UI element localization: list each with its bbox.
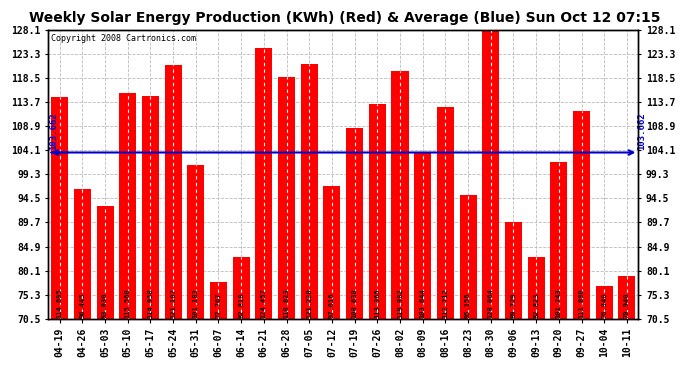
Text: 103.662: 103.662 [50,112,59,150]
Bar [505,222,522,319]
Text: 114.695: 114.695 [57,288,63,318]
Text: 77.767: 77.767 [215,292,221,318]
Text: 113.365: 113.365 [374,288,380,318]
Text: 89.729: 89.729 [511,292,516,318]
Text: 82.823: 82.823 [533,292,539,318]
Text: 115.568: 115.568 [125,288,130,318]
Bar [551,162,567,319]
Bar [324,186,340,319]
Text: 111.890: 111.890 [578,288,584,318]
Text: 95.156: 95.156 [465,292,471,318]
Text: 96.445: 96.445 [79,292,86,318]
Text: 93.030: 93.030 [102,292,108,318]
Bar [278,76,295,319]
Text: 103.644: 103.644 [420,288,426,318]
Bar [97,206,114,319]
Text: 78.940: 78.940 [624,292,630,318]
Bar [119,93,136,319]
Bar [618,276,635,319]
Bar [437,107,454,319]
Bar [74,189,91,319]
Bar [528,257,544,319]
Bar [187,165,204,319]
Text: 119.982: 119.982 [397,288,403,318]
Bar [391,71,408,319]
Text: 108.638: 108.638 [352,288,357,318]
Bar [346,128,363,319]
Bar [482,30,500,319]
Text: 121.107: 121.107 [170,288,176,318]
Text: Copyright 2008 Cartronics.com: Copyright 2008 Cartronics.com [51,34,196,44]
Bar [142,96,159,319]
Bar [414,153,431,319]
Bar [573,111,590,319]
Bar [595,286,613,319]
Bar [368,104,386,319]
Bar [210,282,227,319]
Text: 112.712: 112.712 [442,288,448,318]
Bar [233,257,250,319]
Bar [301,64,318,319]
Text: 76.940: 76.940 [601,292,607,318]
Text: 103.662: 103.662 [637,112,646,150]
Text: 101.183: 101.183 [193,288,199,318]
Text: 82.818: 82.818 [238,292,244,318]
Text: 121.220: 121.220 [306,288,313,318]
Text: 118.823: 118.823 [284,288,290,318]
Bar [460,195,477,319]
Bar [165,65,181,319]
Text: 128.064: 128.064 [488,288,494,318]
Text: 97.016: 97.016 [329,292,335,318]
Text: Weekly Solar Energy Production (KWh) (Red) & Average (Blue) Sun Oct 12 07:15: Weekly Solar Energy Production (KWh) (Re… [29,11,661,25]
Text: 101.743: 101.743 [556,288,562,318]
Text: 114.958: 114.958 [148,288,153,318]
Text: 124.457: 124.457 [261,288,267,318]
Bar [51,97,68,319]
Bar [255,48,273,319]
